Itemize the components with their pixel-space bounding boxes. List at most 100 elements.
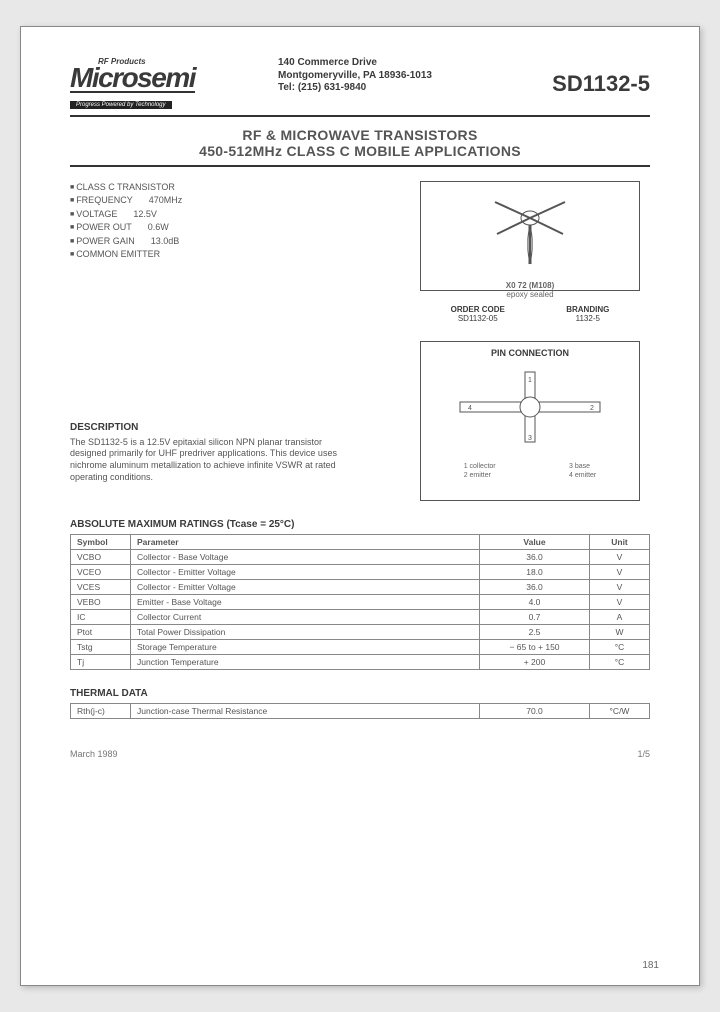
- order-code-col: ORDER CODE SD1132-05: [451, 305, 505, 323]
- feature-label: FREQUENCY: [76, 195, 133, 205]
- cell-val: 4.0: [480, 594, 590, 609]
- cell-sym: VCEO: [71, 564, 131, 579]
- feature-label: POWER OUT: [76, 222, 132, 232]
- page: RF Products Microsemi Progress Powered b…: [20, 26, 700, 986]
- table-row: Rth(j-c)Junction-case Thermal Resistance…: [71, 703, 650, 718]
- footer: March 1989 1/5: [70, 749, 650, 759]
- order-info: ORDER CODE SD1132-05 BRANDING 1132-5: [420, 305, 640, 323]
- table-row: VCESCollector - Emitter Voltage36.0V: [71, 579, 650, 594]
- feature-item: POWER OUT 0.6W: [70, 221, 410, 235]
- branding-col: BRANDING 1132-5: [566, 305, 609, 323]
- feature-item: POWER GAIN 13.0dB: [70, 235, 410, 249]
- feature-value: 12.5V: [133, 208, 157, 222]
- cell-val: 36.0: [480, 579, 590, 594]
- thermal-heading: THERMAL DATA: [70, 688, 650, 699]
- pin-legend-left: 1 collector 2 emitter: [464, 462, 496, 480]
- cell-val: 0.7: [480, 609, 590, 624]
- pin-diagram-icon: 1 4 2 3: [450, 362, 610, 452]
- company-logo: Microsemi: [70, 66, 195, 93]
- cell-param: Emitter - Base Voltage: [131, 594, 480, 609]
- cell-unit: V: [590, 564, 650, 579]
- feature-item: COMMON EMITTER: [70, 248, 410, 262]
- cell-unit: °C: [590, 654, 650, 669]
- cell-param: Storage Temperature: [131, 639, 480, 654]
- feature-item: CLASS C TRANSISTOR: [70, 181, 410, 195]
- table-row: PtotTotal Power Dissipation2.5W: [71, 624, 650, 639]
- description-text: The SD1132-5 is a 12.5V epitaxial silico…: [70, 437, 350, 484]
- cell-val: 2.5: [480, 624, 590, 639]
- logo-block: RF Products Microsemi Progress Powered b…: [70, 57, 270, 111]
- tagline: Progress Powered by Technology: [70, 101, 172, 109]
- table-row: ICCollector Current0.7A: [71, 609, 650, 624]
- description-heading: DESCRIPTION: [70, 422, 410, 433]
- cell-unit: A: [590, 609, 650, 624]
- cell-param: Collector Current: [131, 609, 480, 624]
- footer-date: March 1989: [70, 749, 118, 759]
- page-corner-number: 181: [642, 960, 659, 971]
- cell-unit: °C/W: [590, 703, 650, 718]
- amr-col-param: Parameter: [131, 534, 480, 549]
- table-row: TjJunction Temperature+ 200°C: [71, 654, 650, 669]
- pin-title: PIN CONNECTION: [427, 348, 633, 358]
- svg-text:2: 2: [590, 405, 594, 412]
- pin-legend: 1 collector 2 emitter 3 base 4 emitter: [427, 462, 633, 480]
- package-code: X0 72 (M108): [410, 281, 650, 290]
- cell-param: Total Power Dissipation: [131, 624, 480, 639]
- table-row: VCEOCollector - Emitter Voltage18.0V: [71, 564, 650, 579]
- cell-sym: Rth(j-c): [71, 703, 131, 718]
- cell-sym: VCES: [71, 579, 131, 594]
- package-drawing-box: [420, 181, 640, 291]
- pin-4: 4 emitter: [569, 471, 596, 480]
- feature-list: CLASS C TRANSISTORFREQUENCY470MHzVOLTAGE…: [70, 181, 410, 262]
- cell-unit: V: [590, 579, 650, 594]
- title-block: RF & MICROWAVE TRANSISTORS 450-512MHz CL…: [70, 123, 650, 167]
- cell-sym: VEBO: [71, 594, 131, 609]
- amr-table: Symbol Parameter Value Unit VCBOCollecto…: [70, 534, 650, 670]
- cell-unit: V: [590, 549, 650, 564]
- address-line2: Montgomeryville, PA 18936-1013: [278, 70, 552, 83]
- cell-sym: VCBO: [71, 549, 131, 564]
- right-column: X0 72 (M108) epoxy sealed ORDER CODE SD1…: [410, 181, 650, 501]
- cell-val: + 200: [480, 654, 590, 669]
- feature-label: CLASS C TRANSISTOR: [76, 182, 175, 192]
- feature-item: VOLTAGE 12.5V: [70, 208, 410, 222]
- cell-param: Junction-case Thermal Resistance: [131, 703, 480, 718]
- cell-sym: IC: [71, 609, 131, 624]
- address-block: 140 Commerce Drive Montgomeryville, PA 1…: [270, 57, 552, 95]
- part-number: SD1132-5: [552, 71, 650, 97]
- cell-sym: Ptot: [71, 624, 131, 639]
- cell-val: 18.0: [480, 564, 590, 579]
- branding-val: 1132-5: [566, 314, 609, 323]
- cell-param: Collector - Emitter Voltage: [131, 579, 480, 594]
- pin-connection-box: PIN CONNECTION 1 4 2 3 1 collector 2 em: [420, 341, 640, 501]
- footer-page: 1/5: [637, 749, 650, 759]
- cell-unit: V: [590, 594, 650, 609]
- cell-sym: Tj: [71, 654, 131, 669]
- feature-label: POWER GAIN: [76, 236, 135, 246]
- pin-3: 3 base: [569, 462, 596, 471]
- feature-value: 470MHz: [149, 194, 183, 208]
- cell-unit: W: [590, 624, 650, 639]
- title-line2: 450-512MHz CLASS C MOBILE APPLICATIONS: [70, 143, 650, 159]
- amr-col-symbol: Symbol: [71, 534, 131, 549]
- package-seal: epoxy sealed: [410, 290, 650, 299]
- amr-heading: ABSOLUTE MAXIMUM RATINGS (Tcase = 25°C): [70, 519, 650, 530]
- content-area: RF Products Microsemi Progress Powered b…: [70, 57, 650, 759]
- cell-val: − 65 to + 150: [480, 639, 590, 654]
- table-row: VCBOCollector - Base Voltage36.0V: [71, 549, 650, 564]
- table-row: VEBOEmitter - Base Voltage4.0V: [71, 594, 650, 609]
- feature-label: VOLTAGE: [76, 209, 117, 219]
- amr-col-unit: Unit: [590, 534, 650, 549]
- left-column: CLASS C TRANSISTORFREQUENCY470MHzVOLTAGE…: [70, 181, 410, 501]
- branding-head: BRANDING: [566, 305, 609, 314]
- feature-value: 0.6W: [148, 221, 169, 235]
- thermal-table: Rth(j-c)Junction-case Thermal Resistance…: [70, 703, 650, 719]
- svg-text:4: 4: [468, 405, 472, 412]
- order-code-head: ORDER CODE: [451, 305, 505, 314]
- pin-legend-right: 3 base 4 emitter: [569, 462, 596, 480]
- header: RF Products Microsemi Progress Powered b…: [70, 57, 650, 117]
- package-icon: [485, 196, 575, 276]
- feature-value: 13.0dB: [151, 235, 180, 249]
- cell-sym: Tstg: [71, 639, 131, 654]
- package-code-block: X0 72 (M108) epoxy sealed: [410, 281, 650, 299]
